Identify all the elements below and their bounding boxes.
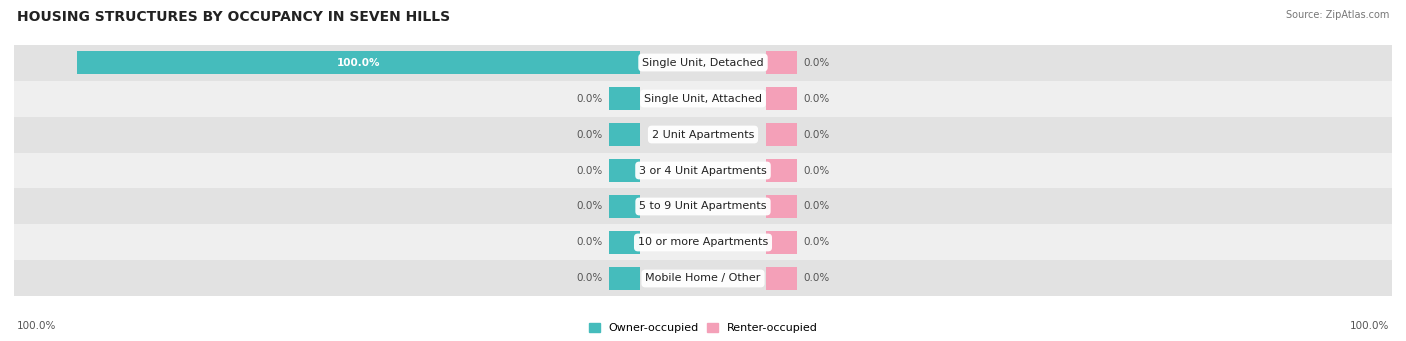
Bar	[766, 159, 797, 182]
Text: 0.0%: 0.0%	[803, 165, 830, 176]
Text: 10 or more Apartments: 10 or more Apartments	[638, 237, 768, 248]
Text: HOUSING STRUCTURES BY OCCUPANCY IN SEVEN HILLS: HOUSING STRUCTURES BY OCCUPANCY IN SEVEN…	[17, 10, 450, 24]
Text: 0.0%: 0.0%	[803, 202, 830, 211]
Text: 0.0%: 0.0%	[576, 93, 603, 104]
Bar	[766, 87, 797, 110]
Bar	[14, 224, 1392, 261]
Bar	[766, 195, 797, 218]
Text: Single Unit, Attached: Single Unit, Attached	[644, 93, 762, 104]
Bar	[14, 117, 1392, 152]
Text: 100.0%: 100.0%	[17, 321, 56, 331]
Text: Source: ZipAtlas.com: Source: ZipAtlas.com	[1285, 10, 1389, 20]
Bar	[609, 195, 640, 218]
Text: 0.0%: 0.0%	[803, 58, 830, 68]
Bar	[766, 123, 797, 146]
Bar	[609, 267, 640, 290]
Text: 0.0%: 0.0%	[803, 130, 830, 139]
Text: 0.0%: 0.0%	[576, 202, 603, 211]
Bar	[77, 51, 640, 74]
Bar	[14, 152, 1392, 189]
Text: 100.0%: 100.0%	[337, 58, 380, 68]
Bar	[14, 261, 1392, 296]
Text: 0.0%: 0.0%	[576, 130, 603, 139]
Bar	[766, 231, 797, 254]
Bar	[766, 267, 797, 290]
Bar	[609, 159, 640, 182]
Bar	[609, 231, 640, 254]
Bar	[766, 51, 797, 74]
Text: 0.0%: 0.0%	[803, 273, 830, 283]
Text: 0.0%: 0.0%	[576, 273, 603, 283]
Text: 2 Unit Apartments: 2 Unit Apartments	[652, 130, 754, 139]
Bar	[14, 45, 1392, 80]
Text: 5 to 9 Unit Apartments: 5 to 9 Unit Apartments	[640, 202, 766, 211]
Bar	[609, 123, 640, 146]
Bar	[14, 189, 1392, 224]
Text: Single Unit, Detached: Single Unit, Detached	[643, 58, 763, 68]
Text: 3 or 4 Unit Apartments: 3 or 4 Unit Apartments	[640, 165, 766, 176]
Text: 0.0%: 0.0%	[576, 165, 603, 176]
Text: Mobile Home / Other: Mobile Home / Other	[645, 273, 761, 283]
Text: 0.0%: 0.0%	[576, 237, 603, 248]
Bar	[609, 87, 640, 110]
Text: 100.0%: 100.0%	[1350, 321, 1389, 331]
Text: 0.0%: 0.0%	[803, 93, 830, 104]
Text: 0.0%: 0.0%	[803, 237, 830, 248]
Bar	[14, 80, 1392, 117]
Legend: Owner-occupied, Renter-occupied: Owner-occupied, Renter-occupied	[586, 321, 820, 336]
